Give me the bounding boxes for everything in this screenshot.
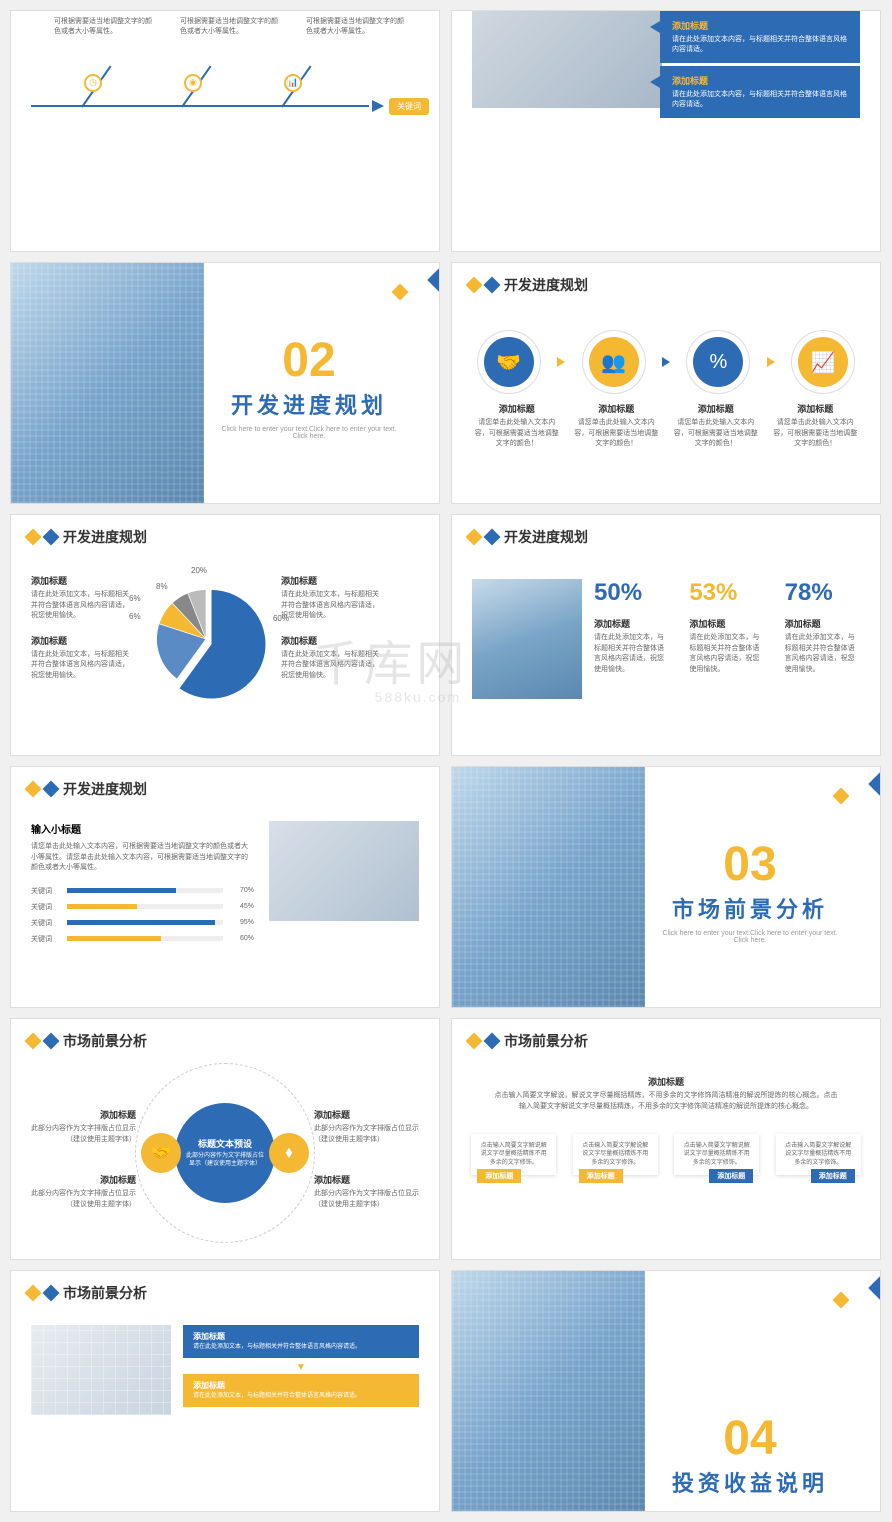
slide-section-03: 03 市场前景分析 Click here to enter your text.… — [451, 766, 881, 1008]
writing-image — [31, 1325, 171, 1415]
slide-pie: 开发进度规划 添加标题请在此处添加文本，与标题相关并符合整体语言风格内容请适，祝… — [10, 514, 440, 756]
info-card: 点击输入简要文字解说解说文字尽量概括精炼不用多余的文字修饰。添加标题 — [674, 1134, 759, 1175]
meeting-image — [269, 821, 419, 921]
section-number: 03 — [660, 837, 840, 892]
percent-icon: % — [693, 337, 743, 387]
section-subtitle: Click here to enter your text.Click here… — [219, 426, 399, 440]
center-circle: 标题文本预设 此部分内容作为文字排版占位显示（建议使用主题字体） — [175, 1103, 275, 1203]
slide-fishbone: 可根据需要适当地调整文字的颜色或者大小等属性。 可根据需要适当地调整文字的颜色或… — [10, 10, 440, 252]
handshake-icon: 🤝 — [141, 1133, 181, 1173]
trend-icon: 📈 — [798, 337, 848, 387]
slide-title: 市场前景分析 — [63, 1031, 147, 1051]
building-image — [11, 263, 204, 503]
handshake-icon: 🤝 — [484, 337, 534, 387]
section-title: 开发进度规划 — [219, 388, 399, 420]
chart-icon: 📊 — [284, 74, 302, 92]
people-icon: 👥 — [589, 337, 639, 387]
pct-column: 78%添加标题请在此处添加文本，与标题相关并符合整体语言风格内容请适，祝您使用愉… — [785, 579, 860, 699]
fb-text: 可根据需要适当地调整文字的颜色或者大小等属性。 — [306, 17, 406, 37]
person-image — [472, 11, 662, 111]
pct-column: 50%添加标题请在此处添加文本，与标题相关并符合整体语言风格内容请适，祝您使用愉… — [594, 579, 669, 699]
pie-chart: 20% 60% 8% 6% 6% — [141, 574, 271, 704]
slide-flow: 市场前景分析 添加标题 请在此处添加文本，与标题相关并符合整体语言风格内容请适。… — [10, 1270, 440, 1512]
bar-row: 关键词70% — [31, 886, 254, 896]
signpost-icon: ⬧ — [269, 1133, 309, 1173]
section-subtitle: Click here to enter your text.Click here… — [660, 930, 840, 944]
flow-box: 添加标题 请在此处添加文本，与标题相关并符合整体语言风格内容请适。 — [183, 1325, 419, 1358]
target-icon: ◉ — [184, 74, 202, 92]
slide-section-02: 02 开发进度规划 Click here to enter your text.… — [10, 262, 440, 504]
bars-subtitle: 输入小标题 — [31, 821, 254, 836]
slide-title: 开发进度规划 — [63, 779, 147, 799]
slides-grid: 可根据需要适当地调整文字的颜色或者大小等属性。 可根据需要适当地调整文字的颜色或… — [10, 10, 882, 1512]
slide-process: 开发进度规划 🤝 👥 % 📈 添加标题请您单击此处输入文本内容，可根据需要适当地… — [451, 262, 881, 504]
section-number: 02 — [219, 333, 399, 388]
pct-column: 53%添加标题请在此处添加文本，与标题相关并符合整体语言风格内容请适，祝您使用愉… — [689, 579, 764, 699]
callout: 添加标题 请在此处添加文本内容，与标题相关并符合整体语言风格内容请适。 — [660, 11, 860, 63]
section-title: 投资收益说明 — [660, 1466, 840, 1498]
slide-title: 市场前景分析 — [63, 1283, 147, 1303]
slide-section-04: 04 投资收益说明 — [451, 1270, 881, 1512]
slide-cards: 市场前景分析 添加标题 点击输入简要文字解说，解说文字尽量概括精炼，不用多余的文… — [451, 1018, 881, 1260]
slide-title: 开发进度规划 — [63, 527, 147, 547]
slide-bars: 开发进度规划 输入小标题 请您单击此处输入文本内容，可根据需要适当地调整文字的颜… — [10, 766, 440, 1008]
building-thumb — [472, 579, 582, 699]
info-card: 点击输入简要文字解说解说文字尽量概括精炼不用多余的文字修饰。添加标题 — [471, 1134, 556, 1175]
info-card: 点击输入简要文字解说解说文字尽量概括精炼不用多余的文字修饰。添加标题 — [573, 1134, 658, 1175]
slide-title: 市场前景分析 — [504, 1031, 588, 1051]
section-number: 04 — [660, 1411, 840, 1466]
bar-row: 关键词60% — [31, 934, 254, 944]
bar-row: 关键词95% — [31, 918, 254, 928]
fb-tag: 关键词 — [389, 98, 429, 115]
section-title: 市场前景分析 — [660, 892, 840, 924]
slide-center-diagram: 市场前景分析 标题文本预设 此部分内容作为文字排版占位显示（建议使用主题字体） … — [10, 1018, 440, 1260]
slide-person: 添加标题 请在此处添加文本内容，与标题相关并符合整体语言风格内容请适。 添加标题… — [451, 10, 881, 252]
slide-title: 开发进度规划 — [504, 275, 588, 295]
slide-percentages: 开发进度规划 50%添加标题请在此处添加文本，与标题相关并符合整体语言风格内容请… — [451, 514, 881, 756]
building-image — [452, 1271, 645, 1511]
fb-text: 可根据需要适当地调整文字的颜色或者大小等属性。 — [180, 17, 280, 37]
callout: 添加标题 请在此处添加文本内容，与标题相关并符合整体语言风格内容请适。 — [660, 66, 860, 118]
info-card: 点击输入简要文字解说解说文字尽量概括精炼不用多余的文字修饰。添加标题 — [776, 1134, 861, 1175]
flow-box: 添加标题 请在此处添加文本，与标题相关并符合整体语言风格内容请适。 — [183, 1374, 419, 1407]
building-image — [452, 767, 645, 1007]
bar-row: 关键词45% — [31, 902, 254, 912]
clock-icon: ◷ — [84, 74, 102, 92]
fb-text: 可根据需要适当地调整文字的颜色或者大小等属性。 — [54, 17, 154, 37]
slide-title: 开发进度规划 — [504, 527, 588, 547]
